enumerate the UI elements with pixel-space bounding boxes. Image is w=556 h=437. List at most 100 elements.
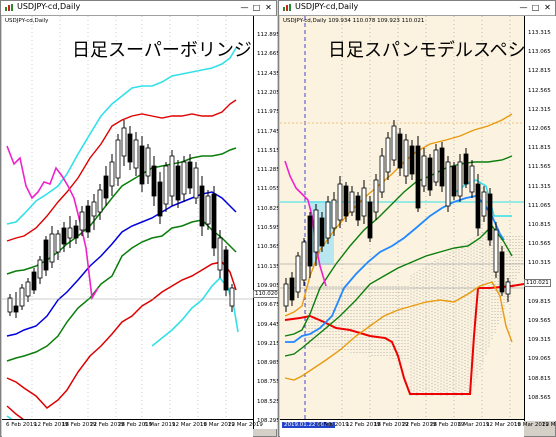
price-label: 109.905 bbox=[257, 282, 280, 289]
window-title: USDJPY-cd,Daily bbox=[17, 2, 81, 11]
close-button[interactable]: ✕ bbox=[544, 3, 551, 12]
candle-body bbox=[193, 167, 199, 199]
price-label: 109.445 bbox=[257, 321, 280, 328]
maximize-button[interactable]: □ bbox=[252, 3, 261, 12]
candle-body bbox=[451, 165, 457, 197]
price-label: 108.985 bbox=[257, 360, 280, 367]
lower-band-1 bbox=[284, 224, 513, 357]
candle-body bbox=[421, 155, 427, 187]
candle-body bbox=[493, 229, 499, 273]
candle-body bbox=[415, 145, 421, 209]
window-titlebar[interactable]: USDJPY-cd,Daily — □ ✕ bbox=[1, 1, 276, 16]
candle-body bbox=[337, 183, 343, 221]
window-titlebar[interactable]: USDJPY-cd,Daily — □ ✕ bbox=[279, 1, 555, 16]
time-axis[interactable]: 2019.01.22 00:00 6 Feb 2019 12 Feb 2019 18 … bbox=[280, 419, 556, 437]
lagging-span bbox=[284, 160, 327, 287]
upper-band-2 bbox=[6, 47, 237, 225]
candle-body bbox=[319, 217, 325, 247]
date-label: 2019.01.22 00:00 bbox=[282, 422, 336, 428]
candle-body bbox=[217, 237, 223, 271]
date-label: 12 Mar 2019 bbox=[172, 422, 207, 428]
price-label: 111.515 bbox=[257, 147, 280, 154]
price-label: 111.055 bbox=[257, 186, 280, 193]
maximize-button[interactable]: □ bbox=[531, 3, 540, 12]
candle-body bbox=[367, 201, 373, 239]
candle-body bbox=[469, 165, 475, 193]
date-label: 6 Feb 2019 bbox=[318, 422, 349, 428]
candle-body bbox=[13, 305, 19, 313]
price-label: 108.565 bbox=[528, 394, 551, 401]
minimize-button[interactable]: — bbox=[519, 3, 528, 12]
candle-body bbox=[133, 139, 139, 169]
chart-overlay-title: 日足スパンモデルスペシャル bbox=[328, 40, 524, 61]
close-button[interactable]: ✕ bbox=[265, 3, 272, 12]
candle-body bbox=[481, 191, 487, 217]
candle-body bbox=[127, 133, 133, 163]
price-label: 109.675 bbox=[257, 302, 280, 309]
current-price-tag: 110.021 bbox=[524, 279, 551, 287]
candle-body bbox=[55, 233, 61, 253]
candle-body bbox=[205, 195, 211, 225]
price-label: 112.565 bbox=[528, 87, 551, 94]
candle-body bbox=[151, 165, 157, 197]
candle-body bbox=[79, 211, 85, 231]
price-axis[interactable]: 113.315 113.065 112.815 112.565 112.315 112.0… bbox=[524, 16, 556, 421]
candle-body bbox=[373, 179, 379, 213]
candle-body bbox=[67, 227, 73, 239]
price-label: 108.815 bbox=[528, 375, 551, 382]
chart-canvas bbox=[280, 16, 524, 421]
candle-body bbox=[331, 199, 337, 229]
candle-body bbox=[283, 283, 289, 307]
price-label: 108.525 bbox=[257, 398, 280, 405]
candle-body bbox=[229, 287, 235, 307]
symbol-info: USDJPY-cd,Daily 109.934 110.078 109.923 … bbox=[283, 18, 425, 24]
candle-body bbox=[289, 277, 295, 301]
candle-body bbox=[409, 145, 415, 175]
candle-body bbox=[181, 161, 187, 195]
span-red bbox=[284, 283, 524, 395]
chart-window-right[interactable]: USDJPY-cd,Daily — □ ✕ USDJPY-cd,Daily 10… bbox=[278, 0, 556, 437]
chart-window-left[interactable]: USDJPY-cd,Daily — □ ✕ USDJPY-cd,Daily 日足… bbox=[0, 0, 280, 437]
candle-body bbox=[355, 195, 361, 221]
candle-body bbox=[211, 193, 217, 249]
price-label: 111.815 bbox=[528, 145, 551, 152]
candle-body bbox=[499, 251, 505, 293]
price-label: 110.565 bbox=[528, 241, 551, 248]
price-label: 111.565 bbox=[528, 164, 551, 171]
price-label: 110.315 bbox=[528, 260, 551, 267]
time-axis[interactable]: 6 Feb 2019 12 Feb 2019 18 Feb 2019 22 Feb 2… bbox=[2, 419, 263, 437]
date-label: 12 Mar 2019 bbox=[486, 422, 521, 428]
chart-plot-right[interactable]: USDJPY-cd,Daily 109.934 110.078 109.923 … bbox=[280, 16, 524, 421]
price-label: 109.315 bbox=[528, 337, 551, 344]
price-label: 112.065 bbox=[528, 126, 551, 132]
candle-body bbox=[445, 161, 451, 207]
candle-body bbox=[349, 191, 355, 213]
candle-body bbox=[199, 185, 205, 227]
lower-band-2 bbox=[284, 281, 513, 381]
price-axis[interactable]: 112.895 112.665 112.435 112.205 111.975 111.7… bbox=[253, 16, 280, 429]
price-label: 110.595 bbox=[257, 225, 280, 231]
candle-body bbox=[115, 139, 121, 179]
candle-body bbox=[73, 225, 79, 239]
candle-body bbox=[91, 201, 97, 217]
candle-body bbox=[49, 233, 55, 263]
candle-body bbox=[457, 161, 463, 197]
price-label: 110.825 bbox=[257, 205, 280, 212]
candle-body bbox=[295, 255, 301, 293]
date-label: 28 Feb 2019 bbox=[118, 422, 153, 428]
candle-body bbox=[109, 161, 115, 187]
candle-body bbox=[487, 193, 493, 241]
candle-body bbox=[37, 259, 43, 279]
price-label: 113.065 bbox=[528, 49, 551, 56]
lower-band-2 bbox=[6, 261, 237, 410]
chart-plot-left[interactable]: USDJPY-cd,Daily 日足スーパーボリンジャー bbox=[2, 16, 253, 429]
lower-band-1 bbox=[6, 219, 237, 362]
price-label: 110.815 bbox=[528, 222, 551, 228]
price-label: 111.745 bbox=[257, 128, 280, 135]
minimize-button[interactable]: — bbox=[240, 3, 249, 12]
window-title: USDJPY-cd,Daily bbox=[295, 2, 359, 11]
chart-overlay-title: 日足スーパーボリンジャー bbox=[72, 40, 253, 61]
date-label: 22 Mar 2019 bbox=[542, 422, 556, 428]
candle-body bbox=[307, 215, 313, 267]
date-label: 22 Feb 2019 bbox=[90, 422, 125, 428]
